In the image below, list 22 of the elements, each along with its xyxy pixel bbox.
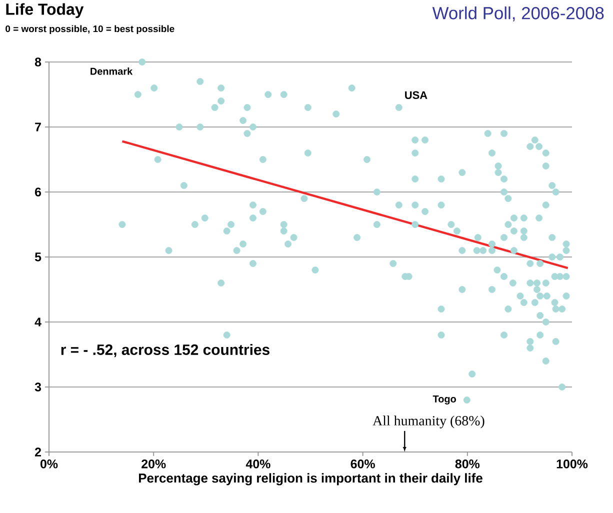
- x-axis-title: Percentage saying religion is important in their daily life: [138, 473, 482, 486]
- y-tick-label: 8: [34, 58, 42, 66]
- annotation: USA: [405, 91, 428, 99]
- annotation: Togo: [432, 396, 456, 404]
- x-tick-label: 0%: [40, 460, 58, 468]
- chart-title: Life Today: [6, 3, 84, 18]
- x-tick-label: 20%: [142, 460, 166, 468]
- x-tick-label: 40%: [246, 460, 270, 468]
- chart-subtitle: 0 = worst possible, 10 = best possible: [6, 25, 174, 34]
- y-tick-label: 5: [34, 252, 42, 262]
- y-tick-label: 7: [35, 122, 41, 132]
- x-tick-label: 60%: [350, 460, 375, 468]
- y-tick-label: 3: [34, 382, 42, 392]
- y-tick-label: 2: [34, 448, 41, 456]
- annotation: Denmark: [90, 68, 133, 75]
- annotation: All humanity (68%): [372, 416, 484, 428]
- y-tick-label: 6: [35, 188, 42, 196]
- y-tick-label: 4: [34, 318, 42, 326]
- x-tick-label: 100%: [556, 460, 588, 468]
- x-tick-label: 80%: [455, 460, 480, 468]
- annotation: r = - .52, across 152 countries: [61, 344, 270, 358]
- text: World Poll, 2006-2008: [432, 6, 604, 22]
